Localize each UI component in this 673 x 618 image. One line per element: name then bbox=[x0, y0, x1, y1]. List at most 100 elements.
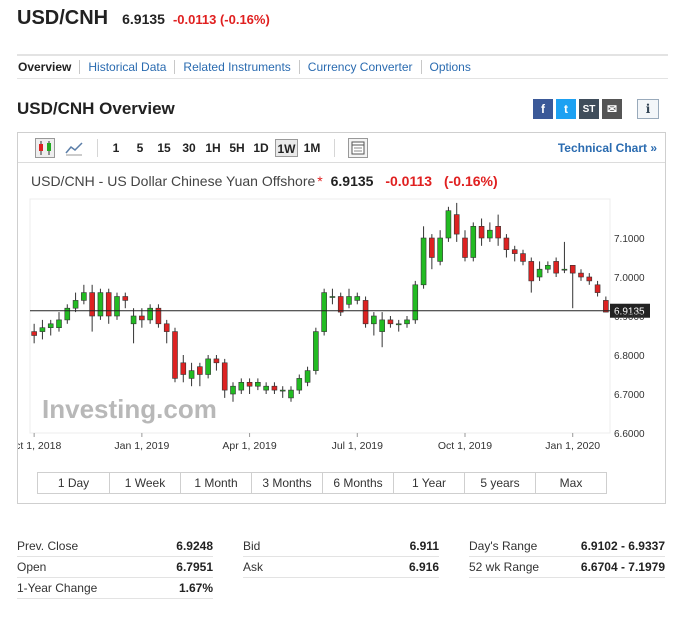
interval-1[interactable]: 1 bbox=[112, 141, 120, 155]
candle-body bbox=[337, 296, 344, 313]
candle-body bbox=[56, 319, 62, 328]
line-chart-icon[interactable] bbox=[64, 138, 84, 158]
range-1-week[interactable]: 1 Week bbox=[109, 473, 180, 493]
candle bbox=[578, 269, 584, 281]
candle-body bbox=[122, 296, 129, 301]
interval-30[interactable]: 30 bbox=[182, 141, 196, 155]
candle bbox=[362, 296, 369, 328]
candle bbox=[246, 378, 253, 394]
candle bbox=[64, 304, 71, 324]
stat-value: 6.7951 bbox=[176, 560, 213, 574]
stat-1-year-change: 1-Year Change 1.67% bbox=[17, 578, 213, 599]
range-3-months[interactable]: 3 Months bbox=[251, 473, 322, 493]
candle bbox=[536, 261, 543, 281]
candle-body bbox=[478, 226, 485, 239]
interval-1m[interactable]: 1M bbox=[303, 141, 321, 155]
interval-1d[interactable]: 1D bbox=[253, 141, 269, 155]
candle-body bbox=[31, 331, 37, 336]
x-tick-label: Apr 1, 2019 bbox=[222, 440, 276, 452]
toolbar-separator bbox=[97, 139, 98, 157]
candle-body bbox=[313, 331, 319, 371]
tab-currency-converter[interactable]: Currency Converter bbox=[298, 60, 421, 74]
candle-body bbox=[155, 307, 162, 325]
candle-body bbox=[39, 327, 46, 332]
y-tick-label: 6.7000 bbox=[614, 390, 645, 401]
candle bbox=[371, 312, 377, 336]
candle bbox=[528, 257, 535, 293]
technical-chart-link[interactable]: Technical Chart » bbox=[557, 141, 657, 155]
candle-body bbox=[346, 296, 352, 305]
calendar-icon[interactable] bbox=[348, 138, 368, 158]
tab-options[interactable]: Options bbox=[420, 60, 479, 74]
range-6-months[interactable]: 6 Months bbox=[322, 473, 393, 493]
tab-historical-data[interactable]: Historical Data bbox=[79, 60, 174, 74]
candle bbox=[337, 292, 344, 316]
candle-body bbox=[594, 284, 601, 293]
tab-related-instruments[interactable]: Related Instruments bbox=[174, 60, 298, 74]
tab-overview[interactable]: Overview bbox=[18, 60, 72, 74]
candle bbox=[520, 249, 526, 266]
candle-body bbox=[72, 300, 79, 309]
interval-1w[interactable]: 1W bbox=[275, 139, 298, 157]
interval-15[interactable]: 15 bbox=[157, 141, 171, 155]
candle bbox=[81, 284, 87, 305]
candle bbox=[429, 234, 435, 270]
range-1-day[interactable]: 1 Day bbox=[57, 476, 90, 490]
candle-body bbox=[462, 237, 468, 258]
candle bbox=[503, 234, 510, 258]
stat-ask: Ask 6.916 bbox=[243, 557, 439, 578]
candle bbox=[197, 362, 203, 387]
candle bbox=[89, 284, 95, 332]
x-tick-label: Jan 1, 2020 bbox=[545, 440, 600, 452]
tabs-divider bbox=[17, 78, 668, 79]
range-max[interactable]: Max bbox=[535, 473, 606, 493]
chart-instrument-name: USD/CNH - US Dollar Chinese Yuan Offshor… bbox=[31, 173, 316, 189]
info-icon[interactable]: i bbox=[637, 99, 659, 119]
facebook-icon[interactable]: f bbox=[533, 99, 553, 119]
candle bbox=[586, 273, 593, 285]
candle-body bbox=[511, 249, 518, 254]
stat-value: 6.916 bbox=[408, 560, 439, 574]
candle bbox=[255, 378, 261, 391]
candle-body bbox=[213, 358, 220, 364]
last-price-line: 6.9135 bbox=[30, 303, 650, 318]
range-1-month[interactable]: 1 Month bbox=[180, 473, 251, 493]
candle bbox=[180, 355, 187, 383]
candle-body bbox=[561, 268, 568, 271]
candle bbox=[147, 304, 153, 324]
candle-body bbox=[354, 296, 361, 301]
header-divider bbox=[17, 54, 668, 56]
candle bbox=[288, 386, 294, 402]
candle-body bbox=[528, 261, 535, 282]
twitter-icon[interactable]: t bbox=[556, 99, 576, 119]
candle bbox=[47, 319, 54, 336]
interval-1h[interactable]: 1H bbox=[205, 141, 221, 155]
stocktwits-icon[interactable]: ST bbox=[579, 99, 599, 119]
x-tick-label: Jul 1, 2019 bbox=[332, 440, 384, 452]
interval-5h[interactable]: 5H bbox=[229, 141, 245, 155]
price-change: -0.0113 (-0.16%) bbox=[172, 12, 270, 27]
range-5-years[interactable]: 5 years bbox=[464, 473, 535, 493]
candlestick-icon[interactable] bbox=[35, 138, 55, 158]
chart-change: -0.0113 bbox=[385, 173, 433, 189]
email-icon[interactable]: ✉ bbox=[602, 99, 622, 119]
range-1-year[interactable]: 1 Year bbox=[393, 473, 464, 493]
candle-body bbox=[296, 378, 303, 391]
x-tick-label: Oct 1, 2018 bbox=[18, 440, 61, 452]
y-tick-label: 7.1000 bbox=[614, 234, 645, 245]
price-chart[interactable]: Investing.com 6.9135 7.10007.00006.90006… bbox=[18, 133, 665, 468]
candle-body bbox=[329, 296, 336, 298]
candle bbox=[122, 292, 129, 309]
interval-5[interactable]: 5 bbox=[136, 141, 144, 155]
range-selector: 1 Day 1 Week 1 Month 3 Months 6 Months 1… bbox=[37, 472, 607, 494]
chart-last-price: 6.9135 bbox=[330, 173, 374, 189]
candle-body bbox=[470, 226, 477, 258]
candle bbox=[205, 355, 211, 379]
stat-label: Bid bbox=[243, 539, 261, 553]
candle-body bbox=[97, 292, 104, 317]
candle bbox=[470, 222, 477, 262]
candle bbox=[213, 355, 220, 371]
stat-prev-close: Prev. Close 6.9248 bbox=[17, 536, 213, 557]
stat-label: Open bbox=[17, 560, 47, 574]
candle-body bbox=[412, 284, 419, 321]
